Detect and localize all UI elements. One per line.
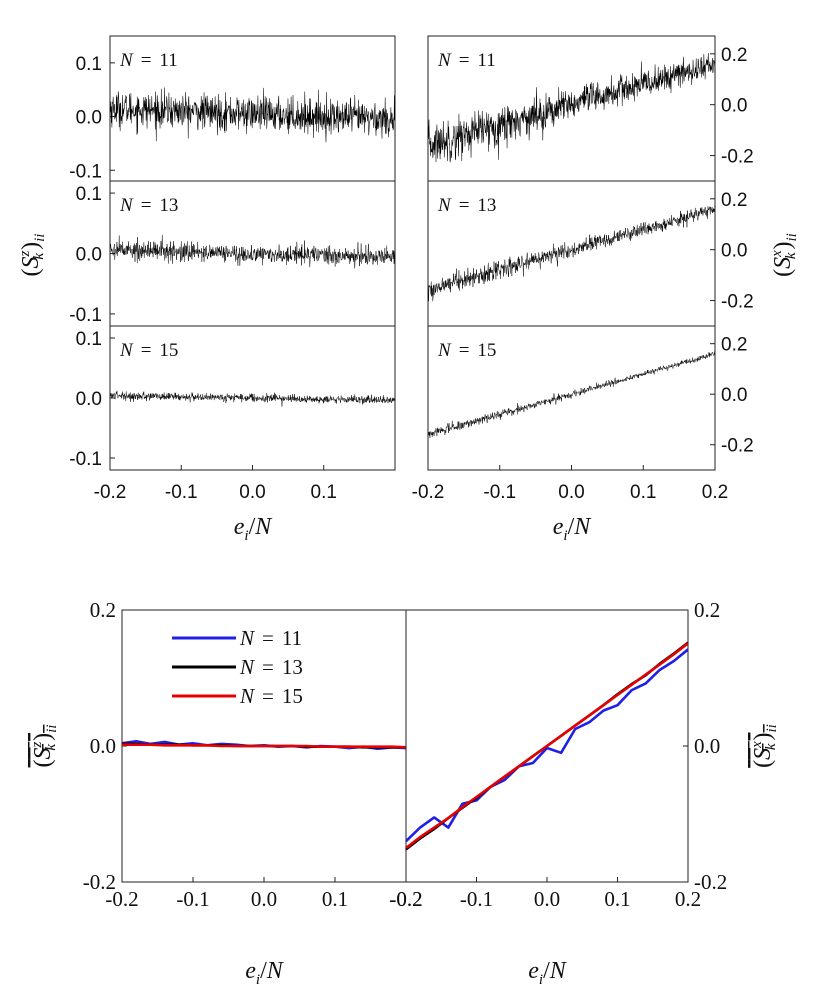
x-tick-label: -0.2: [412, 482, 445, 503]
series-line-N-15: [122, 743, 407, 749]
y-axis-label: (Szk)ii: [29, 725, 60, 768]
y-tick-label: -0.2: [721, 292, 754, 313]
panel-frame: [427, 325, 716, 471]
x-tick-label: -0.2: [389, 887, 422, 911]
series-line: [427, 204, 716, 302]
panel-label: N = 13: [437, 195, 496, 216]
x-tick-label: -0.2: [105, 887, 138, 911]
y-tick-label: 0.0: [76, 245, 102, 266]
x-tick-label: -0.1: [483, 482, 516, 503]
x-tick-label: 0.0: [251, 887, 277, 911]
x-tick-label: 0.0: [534, 887, 560, 911]
x-tick-label: 0.1: [311, 482, 337, 503]
y-tick-label: -0.2: [694, 870, 727, 894]
y-tick-label: 0.1: [76, 184, 102, 205]
y-tick-label: 0.0: [694, 734, 720, 758]
legend-label: N = 15: [239, 684, 303, 708]
x-tick-label: -0.1: [460, 887, 493, 911]
series-line-N-11: [405, 648, 689, 843]
y-tick-label: 0.0: [76, 108, 102, 129]
x-tick-label: 0.1: [604, 887, 630, 911]
y-tick-label: 0.0: [76, 389, 102, 410]
x-axis-label: ei/N: [553, 514, 593, 544]
y-axis-label: (Sxk)ii: [769, 233, 800, 277]
y-tick-label: 0.0: [721, 96, 747, 117]
x-axis-label: ei/N: [528, 958, 568, 988]
y-axis-label: (Szk)ii: [17, 234, 48, 277]
x-axis-label: ei/N: [234, 514, 274, 544]
y-tick-label: -0.1: [69, 449, 102, 470]
panel-label: N = 11: [437, 50, 496, 71]
y-tick-label: -0.1: [69, 305, 102, 326]
y-tick-label: -0.2: [83, 870, 116, 894]
series-line: [109, 390, 396, 407]
y-tick-label: 0.2: [90, 598, 116, 622]
y-tick-label: 0.0: [90, 734, 116, 758]
x-tick-label: 0.1: [630, 482, 656, 503]
y-tick-label: 0.0: [721, 241, 747, 262]
y-tick-label: 0.1: [76, 329, 102, 350]
legend-label: N = 11: [239, 626, 302, 650]
x-tick-label: 0.1: [322, 887, 348, 911]
y-axis-label: (Sxk)ii: [749, 724, 780, 768]
x-axis-label: ei/N: [245, 958, 285, 988]
series-line: [109, 234, 396, 269]
series-line: [427, 351, 716, 438]
x-tick-label: 0.0: [239, 482, 265, 503]
series-line: [427, 53, 716, 163]
y-tick-label: -0.1: [69, 161, 102, 182]
panel-label: N = 15: [437, 340, 496, 361]
panel-frame: [427, 180, 716, 327]
x-tick-label: -0.2: [389, 887, 422, 911]
y-tick-label: 0.2: [721, 45, 747, 66]
panel-label: N = 15: [119, 340, 178, 361]
y-tick-label: -0.2: [721, 147, 754, 168]
y-tick-label: 0.2: [721, 190, 747, 211]
y-tick-label: 0.0: [721, 385, 747, 406]
y-tick-label: -0.2: [721, 436, 754, 457]
panel-label: N = 11: [119, 50, 178, 71]
x-tick-label: 0.2: [702, 482, 728, 503]
panel-frame: [427, 35, 716, 182]
x-tick-label: -0.1: [176, 887, 209, 911]
series-line-N-15: [405, 642, 689, 850]
x-tick-label: 0.0: [558, 482, 584, 503]
x-tick-label: -0.2: [94, 482, 127, 503]
y-tick-label: 0.2: [721, 335, 747, 356]
y-tick-label: 0.2: [694, 598, 720, 622]
y-tick-label: 0.1: [76, 54, 102, 75]
panel-label: N = 13: [119, 195, 178, 216]
series-line: [109, 87, 396, 143]
x-tick-label: -0.1: [165, 482, 198, 503]
legend-label: N = 13: [239, 655, 303, 679]
x-tick-label: 0.2: [675, 887, 701, 911]
